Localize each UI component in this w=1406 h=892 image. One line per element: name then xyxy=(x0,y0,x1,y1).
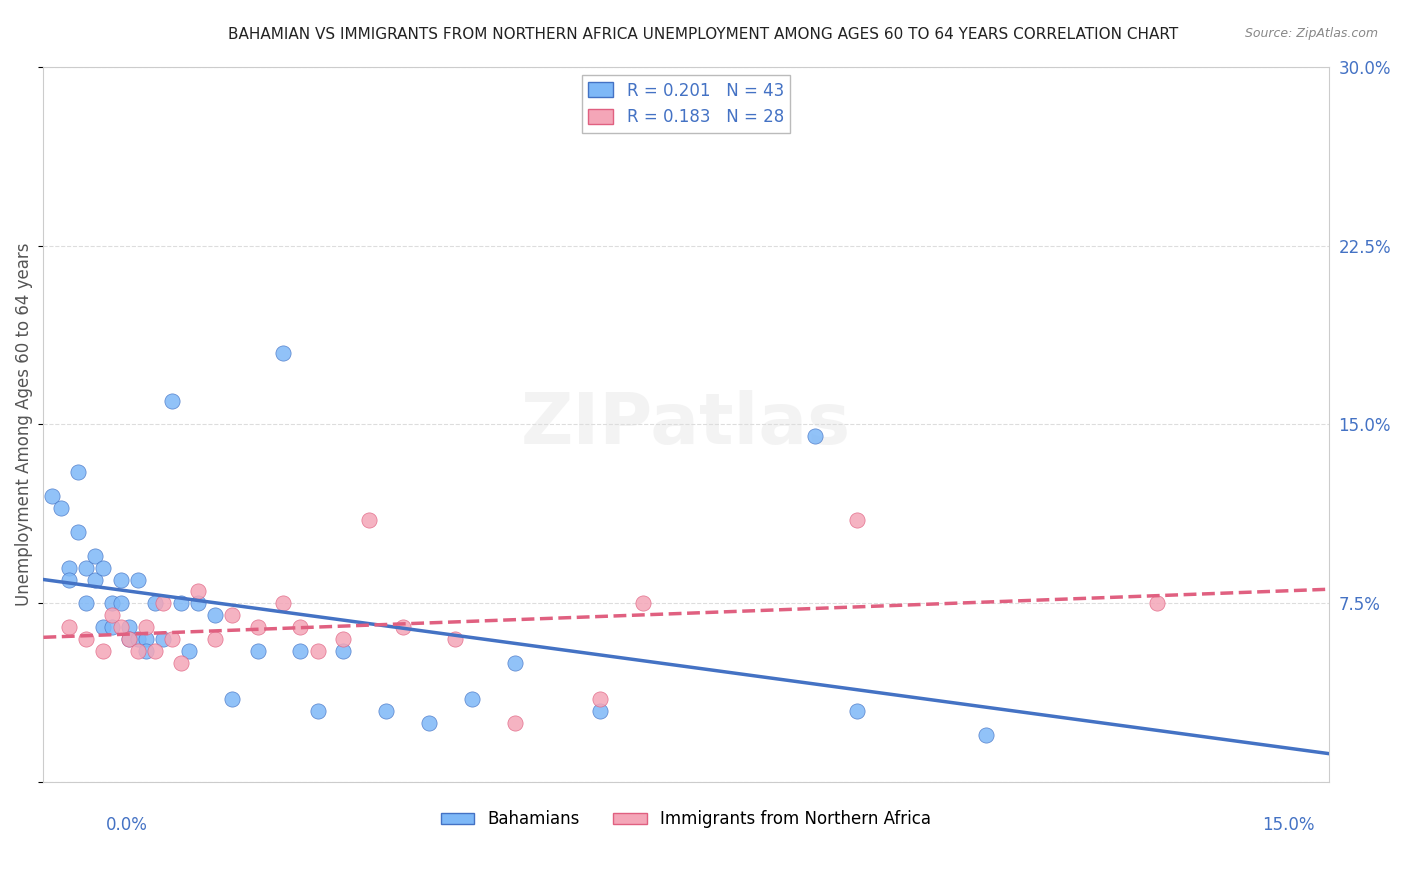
Point xyxy=(152,632,174,647)
Point xyxy=(273,346,295,360)
Point xyxy=(110,573,132,587)
Point xyxy=(66,465,89,479)
Point xyxy=(443,632,465,647)
Point xyxy=(273,596,295,610)
Point xyxy=(332,632,354,647)
Point xyxy=(846,704,869,718)
Point xyxy=(118,632,141,647)
Point xyxy=(143,644,166,658)
Point xyxy=(49,500,72,515)
Point xyxy=(135,620,157,634)
Text: 15.0%: 15.0% xyxy=(1263,816,1315,834)
Point xyxy=(66,524,89,539)
Point xyxy=(135,632,157,647)
Point xyxy=(152,596,174,610)
Point xyxy=(58,620,80,634)
Point xyxy=(101,596,124,610)
Point xyxy=(75,560,97,574)
Point xyxy=(846,513,869,527)
Point xyxy=(160,632,183,647)
Point xyxy=(246,620,269,634)
Point xyxy=(58,573,80,587)
Point xyxy=(118,632,141,647)
Point xyxy=(589,691,612,706)
Text: ZIPatlas: ZIPatlas xyxy=(522,390,851,459)
Point xyxy=(204,632,226,647)
Point xyxy=(127,573,149,587)
Point xyxy=(221,608,243,623)
Point xyxy=(135,644,157,658)
Point xyxy=(461,691,484,706)
Point xyxy=(1146,596,1168,610)
Y-axis label: Unemployment Among Ages 60 to 64 years: Unemployment Among Ages 60 to 64 years xyxy=(15,243,32,607)
Point xyxy=(177,644,200,658)
Legend: Bahamians, Immigrants from Northern Africa: Bahamians, Immigrants from Northern Afri… xyxy=(434,804,938,835)
Point xyxy=(503,715,526,730)
Text: BAHAMIAN VS IMMIGRANTS FROM NORTHERN AFRICA UNEMPLOYMENT AMONG AGES 60 TO 64 YEA: BAHAMIAN VS IMMIGRANTS FROM NORTHERN AFR… xyxy=(228,27,1178,42)
Point xyxy=(589,704,612,718)
Point xyxy=(75,596,97,610)
Point xyxy=(93,620,115,634)
Point xyxy=(974,728,997,742)
Point xyxy=(93,644,115,658)
Point xyxy=(118,620,141,634)
Point xyxy=(803,429,825,443)
Point xyxy=(631,596,654,610)
Point xyxy=(160,393,183,408)
Point xyxy=(357,513,380,527)
Point xyxy=(75,632,97,647)
Point xyxy=(375,704,398,718)
Point xyxy=(169,656,191,670)
Point xyxy=(307,644,329,658)
Point xyxy=(503,656,526,670)
Point xyxy=(392,620,415,634)
Point xyxy=(332,644,354,658)
Point xyxy=(204,608,226,623)
Point xyxy=(58,560,80,574)
Text: 0.0%: 0.0% xyxy=(105,816,148,834)
Point xyxy=(246,644,269,658)
Point xyxy=(110,620,132,634)
Point xyxy=(127,632,149,647)
Point xyxy=(83,549,105,563)
Point xyxy=(290,620,312,634)
Point xyxy=(143,596,166,610)
Point xyxy=(101,608,124,623)
Point xyxy=(187,584,209,599)
Point xyxy=(290,644,312,658)
Point xyxy=(418,715,440,730)
Point xyxy=(187,596,209,610)
Point xyxy=(83,573,105,587)
Text: Source: ZipAtlas.com: Source: ZipAtlas.com xyxy=(1244,27,1378,40)
Point xyxy=(127,644,149,658)
Point xyxy=(307,704,329,718)
Point xyxy=(41,489,63,503)
Point xyxy=(221,691,243,706)
Point xyxy=(169,596,191,610)
Point xyxy=(101,620,124,634)
Point xyxy=(93,560,115,574)
Point xyxy=(110,596,132,610)
